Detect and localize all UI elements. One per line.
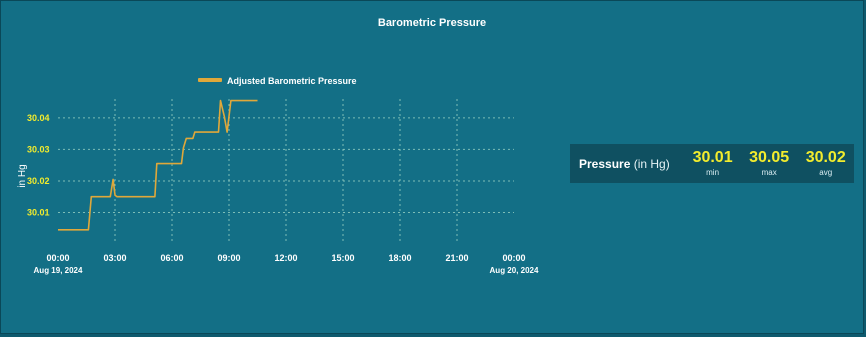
stat-max: 30.05 max	[741, 150, 798, 177]
x-tick-label: 00:00	[502, 253, 525, 263]
y-axis-label: in Hg	[17, 164, 28, 187]
x-tick-label: 06:00	[160, 253, 183, 263]
stat-avg: 30.02 avg	[797, 150, 854, 177]
y-tick-label: 30.03	[27, 144, 50, 154]
y-tick-label: 30.01	[27, 207, 50, 217]
series-line	[58, 99, 258, 231]
x-tick-label: 12:00	[274, 253, 297, 263]
panel-title: Barometric Pressure	[377, 17, 487, 29]
pressure-stats-summary: Pressure (in Hg) 30.01 min 30.05 max 30.…	[570, 144, 854, 183]
stat-avg-value: 30.02	[805, 149, 846, 166]
stats-unit: (in Hg)	[633, 156, 670, 171]
legend-swatch	[198, 78, 222, 82]
x-tick-label: 15:00	[331, 253, 354, 263]
stat-avg-label: avg	[819, 168, 833, 177]
x-tick-label: 03:00	[103, 253, 126, 263]
x-tick-label: 21:00	[445, 253, 468, 263]
x-tick-label: 00:00	[46, 253, 69, 263]
stat-min-value: 30.01	[692, 149, 733, 166]
stat-max-value: 30.05	[749, 149, 790, 166]
stat-max-label: max	[761, 168, 777, 177]
x-tick-label: 18:00	[388, 253, 411, 263]
y-tick-label: 30.02	[27, 176, 50, 186]
stat-min-label: min	[706, 168, 720, 177]
x-tick-sublabel: Aug 20, 2024	[490, 266, 539, 275]
legend-label: Adjusted Barometric Pressure	[227, 76, 357, 86]
y-tick-label: 30.04	[27, 113, 50, 123]
stat-min: 30.01 min	[684, 150, 741, 177]
stats-label: Pressure (in Hg)	[579, 157, 684, 171]
x-tick-sublabel: Aug 19, 2024	[34, 266, 83, 275]
stats-label-text: Pressure	[579, 156, 631, 171]
x-tick-label: 09:00	[217, 253, 240, 263]
